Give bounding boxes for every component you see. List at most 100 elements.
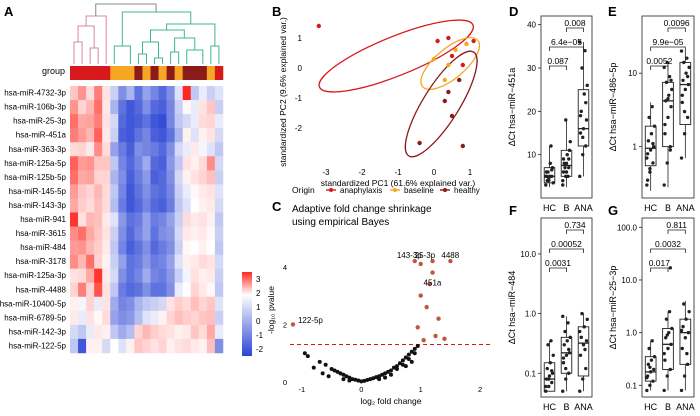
heatmap-cell — [118, 212, 127, 227]
heatmap-cell — [214, 296, 224, 312]
heatmap-cell — [134, 268, 143, 283]
pca-y-label: standardized PC2 (9.6% explained var.) — [278, 17, 288, 167]
p-value-label: 0.00052 — [551, 239, 582, 249]
pca-point — [449, 113, 455, 119]
group-cell — [94, 66, 103, 80]
heatmap-cell — [150, 282, 159, 298]
heatmap-cell — [94, 324, 103, 340]
y-tick-label: 0.1 — [525, 369, 537, 378]
heatmap-cell — [182, 198, 192, 213]
data-point — [668, 266, 672, 270]
heatmap-cell — [214, 212, 224, 227]
heatmap-cell — [78, 268, 87, 283]
heatmap-cell — [70, 226, 79, 241]
data-point — [645, 388, 649, 393]
pca-point — [464, 41, 469, 47]
data-point — [684, 317, 688, 321]
heatmap-cell — [118, 198, 127, 213]
heatmap-cell — [158, 338, 167, 354]
heatmap-cell — [102, 338, 111, 354]
heatmap-cell — [182, 310, 192, 326]
volcano-sig-point — [448, 258, 453, 264]
heatmap-cell — [94, 226, 103, 241]
box — [577, 89, 590, 147]
y-axis-label: ΔCt hsa−miR−451a — [507, 68, 517, 147]
panel-label-c: C — [272, 199, 282, 214]
data-point — [648, 370, 653, 374]
heatmap-cell — [70, 338, 79, 354]
category-label: HC — [543, 203, 556, 213]
heatmap-cell — [118, 128, 127, 143]
heatmap-cell — [142, 338, 151, 354]
heatmap-cell — [214, 170, 224, 185]
heatmap-cell — [134, 156, 143, 171]
heatmap-cell — [150, 268, 159, 283]
data-point — [564, 377, 568, 381]
heatmap-cell — [78, 114, 87, 129]
plot-frame — [540, 217, 593, 398]
plot-frame — [641, 15, 695, 199]
volcano-point — [391, 365, 396, 370]
data-point — [648, 170, 652, 174]
heatmap-cell — [198, 184, 208, 199]
heatmap-cell — [174, 212, 183, 227]
data-point — [581, 126, 586, 131]
heatmap-cell — [126, 114, 135, 129]
heatmap-cell — [78, 226, 87, 241]
heatmap-cell — [166, 184, 175, 199]
heatmap-cell — [94, 212, 103, 227]
volcano-point — [335, 369, 340, 374]
heatmap-cell — [166, 268, 175, 283]
heatmap-cell — [150, 184, 159, 199]
pca-x-tick: -1 — [394, 168, 402, 177]
pca-y-tick: -2 — [295, 124, 303, 133]
significance-bracket — [650, 248, 686, 253]
row-label: hsa-miR-4732-3p — [4, 89, 66, 98]
heatmap-cell — [166, 240, 175, 255]
data-point — [647, 115, 651, 120]
pca-point — [446, 62, 451, 68]
heatmap-cell — [78, 128, 87, 143]
color-legend-tick: -1 — [256, 331, 264, 340]
data-point — [578, 131, 583, 135]
heatmap-cell — [182, 282, 192, 298]
data-point — [550, 369, 554, 373]
heatmap-cell — [150, 156, 159, 171]
heatmap-cell — [86, 254, 95, 269]
dendrogram-branch — [186, 49, 204, 64]
heatmap-cell — [142, 114, 151, 129]
heatmap-cell — [174, 86, 183, 101]
color-legend-tick: 2 — [256, 289, 261, 298]
heatmap-cell — [126, 212, 135, 227]
heatmap-cell — [214, 254, 224, 269]
p-value-label: 6.4e−05 — [551, 37, 582, 47]
pca-point — [316, 23, 321, 29]
heatmap-cell — [78, 100, 87, 115]
volcano-point — [394, 364, 399, 369]
data-point — [578, 174, 582, 179]
heatmap-cell — [198, 310, 208, 326]
data-point — [665, 60, 669, 65]
heatmap-cell — [150, 226, 159, 241]
heatmap-cell — [158, 198, 167, 213]
group-cell — [86, 66, 95, 80]
heatmap-cell — [110, 128, 119, 143]
data-point — [581, 343, 586, 347]
data-point — [663, 358, 667, 362]
p-value-label: 0.0031 — [545, 258, 571, 268]
row-label: hsa-miR-3178 — [16, 257, 67, 266]
heatmap-cell — [78, 338, 87, 354]
volcano-point — [359, 379, 364, 384]
significance-bracket — [549, 46, 584, 51]
y-tick-label: 1 — [633, 143, 638, 152]
data-point — [582, 92, 586, 96]
volcano-point — [409, 359, 414, 364]
data-point — [583, 48, 587, 53]
volcano-sig-point — [290, 322, 296, 327]
heatmap-cell — [134, 86, 143, 101]
heatmap-cell — [166, 310, 175, 326]
volcano-sig-point — [418, 293, 423, 298]
dendrogram-branch — [73, 41, 83, 64]
heatmap-cell — [86, 338, 95, 354]
